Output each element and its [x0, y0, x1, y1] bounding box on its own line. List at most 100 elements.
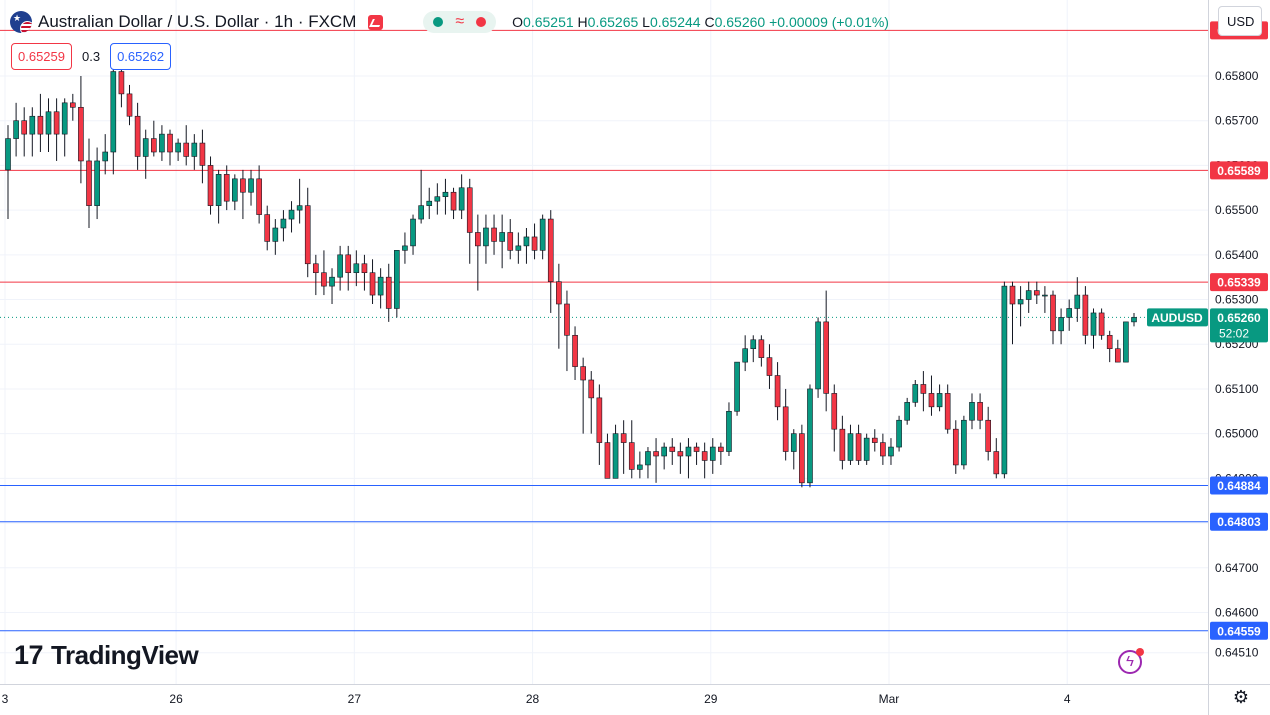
candle-body	[572, 334, 578, 367]
candle-body	[102, 151, 109, 162]
candle-body	[1131, 317, 1137, 323]
candle-body	[863, 437, 870, 461]
wave-icon: ≈	[455, 13, 465, 30]
price-tick-label: 0.65000	[1215, 427, 1259, 441]
candle-body	[799, 433, 805, 484]
candle-body	[434, 196, 441, 202]
candles	[5, 58, 1137, 488]
candle-body	[296, 205, 303, 211]
candle-body	[191, 142, 198, 157]
indicator-pill[interactable]: ≈	[423, 11, 497, 33]
candle-body	[1017, 299, 1024, 305]
candle-body	[831, 393, 838, 430]
candle-body	[807, 388, 813, 484]
candle-body	[556, 281, 562, 305]
price-tick-label: 0.64510	[1215, 646, 1259, 660]
candle-body	[936, 393, 943, 408]
candle-body	[588, 379, 595, 399]
candle-body	[604, 442, 611, 479]
candle-body	[329, 276, 335, 287]
candle-body	[669, 446, 676, 452]
candle-body	[21, 120, 28, 135]
candle-body	[855, 433, 862, 461]
candle-body	[272, 227, 279, 242]
candle-body	[13, 120, 19, 139]
candle-body	[1082, 294, 1089, 336]
price-tick-label: 0.65300	[1215, 293, 1259, 307]
candle-body	[977, 402, 983, 421]
candle-body	[1090, 312, 1097, 336]
candle-body	[223, 174, 230, 202]
sell-price-button[interactable]: 0.65259	[11, 43, 72, 70]
candle-body	[539, 218, 546, 251]
candle-body	[110, 71, 117, 153]
candle-body	[69, 102, 76, 108]
symbol-title[interactable]: Australian Dollar / U.S. Dollar · 1h · F…	[38, 12, 357, 31]
spread-value: 0.3	[82, 49, 101, 64]
alert-icon[interactable]	[368, 14, 384, 30]
gear-icon[interactable]: ⚙	[1232, 687, 1250, 707]
candle-body	[1098, 312, 1105, 336]
candle-body	[256, 178, 262, 215]
candle-body	[896, 419, 902, 448]
candle-body	[1033, 290, 1040, 296]
time-tick-label: 27	[348, 692, 362, 706]
candle-body	[126, 93, 133, 117]
candle-body	[199, 142, 206, 166]
candle-body	[596, 397, 603, 443]
candle-body	[1114, 348, 1121, 363]
candle-body	[1009, 285, 1016, 305]
chart-header: ★ Australian Dollar / U.S. Dollar · 1h ·…	[10, 8, 889, 36]
candle-body	[1074, 294, 1081, 309]
candle-body	[928, 393, 935, 408]
tradingview-logo: 17 TradingView	[14, 640, 199, 671]
candle-body	[653, 451, 659, 457]
candle-body	[888, 446, 894, 457]
time-tick-label: 29	[704, 692, 718, 706]
candle-body	[507, 232, 514, 251]
candle-body	[345, 254, 352, 274]
candle-body	[871, 437, 878, 443]
candle-body	[531, 236, 538, 251]
candle-body	[304, 205, 311, 265]
level-tag	[1210, 621, 1268, 640]
symbol-name: AUDUSD	[1151, 311, 1203, 325]
high-value: 0.65265	[587, 14, 639, 30]
candle-body	[45, 111, 52, 135]
candle-body	[159, 133, 165, 153]
candle-body	[944, 393, 951, 430]
candle-body	[952, 428, 959, 466]
price-tick-label: 0.65100	[1215, 382, 1259, 396]
price-tick-label: 0.65400	[1215, 248, 1259, 262]
candle-body	[880, 442, 886, 457]
candle-body	[612, 433, 619, 479]
level-label: 0.64884	[1217, 479, 1261, 493]
candle-body	[313, 263, 319, 274]
candle-body	[37, 115, 44, 135]
au-us-flag-icon: ★	[10, 11, 32, 33]
trade-panel: 0.65259 0.3 0.65262	[11, 43, 172, 70]
candle-body	[1001, 285, 1008, 475]
candle-body	[183, 142, 190, 157]
data-dot-icon	[476, 17, 487, 27]
currency-button[interactable]: USD	[1218, 6, 1262, 36]
price-tick-label: 0.65700	[1215, 114, 1259, 128]
candle-body	[175, 142, 181, 153]
time-tick-label: 3	[2, 692, 9, 706]
candle-body	[466, 187, 473, 233]
candle-body	[61, 102, 68, 135]
level-label: 0.65339	[1217, 276, 1261, 290]
candle-body	[475, 232, 481, 247]
buy-price-button[interactable]: 0.65262	[110, 43, 172, 70]
candle-body	[288, 209, 295, 220]
candle-body	[839, 428, 846, 461]
lightning-icon[interactable]: ϟ	[1118, 648, 1144, 674]
candle-body	[1042, 294, 1048, 297]
candle-body	[410, 218, 416, 247]
candle-body	[912, 384, 919, 403]
candle-body	[1106, 334, 1113, 350]
candle-body	[1066, 308, 1073, 318]
candle-body	[766, 357, 773, 376]
candle-body	[628, 442, 635, 470]
